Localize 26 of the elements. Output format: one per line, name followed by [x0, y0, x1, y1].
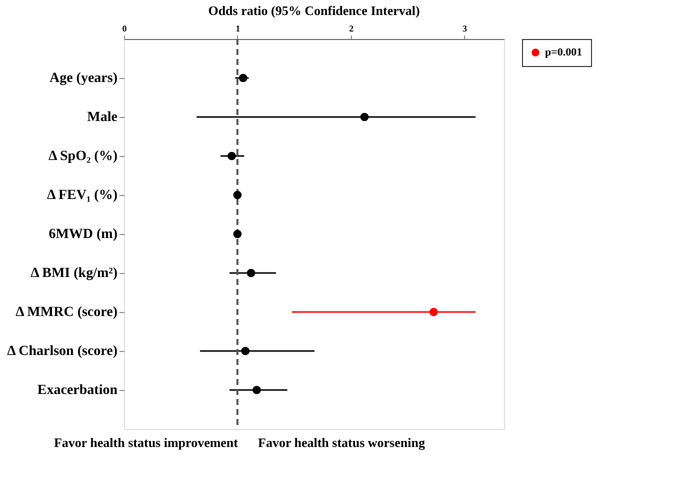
y-tick-label: Δ Charlson (score): [7, 344, 118, 359]
y-tick-label: Δ MMRC (score): [16, 305, 118, 320]
point: [241, 346, 250, 356]
y-tick-label: 6MWD (m): [48, 227, 118, 242]
x-tick-label: 0: [122, 24, 128, 34]
point: [252, 386, 261, 394]
y-tick-label: Δ SpO₂ (%): [48, 149, 118, 164]
text: Favor health status worsening: [258, 435, 426, 450]
x-tick-label: 3: [462, 24, 468, 34]
point: [228, 152, 236, 160]
y-tick-label: Exacerbation: [37, 383, 118, 398]
x-tick-label: 1: [236, 24, 241, 34]
legend-label: p=0.001: [545, 46, 582, 58]
y-tick-label: Male: [87, 110, 118, 125]
y-tick-label: Age (years): [49, 71, 118, 86]
text: Favor health status improvement: [54, 435, 239, 450]
point: [238, 74, 248, 82]
point: [233, 190, 242, 200]
point: [233, 230, 242, 238]
point: [360, 112, 369, 122]
chart-title: Odds ratio (95% Confidence Interval): [208, 3, 420, 18]
x-tick-label: 2: [349, 24, 354, 34]
point: [246, 268, 256, 278]
point: [429, 308, 438, 316]
y-tick-label: Δ FEV₁ (%): [46, 188, 118, 203]
y-tick-label: Δ BMI (kg/m²): [30, 266, 118, 281]
